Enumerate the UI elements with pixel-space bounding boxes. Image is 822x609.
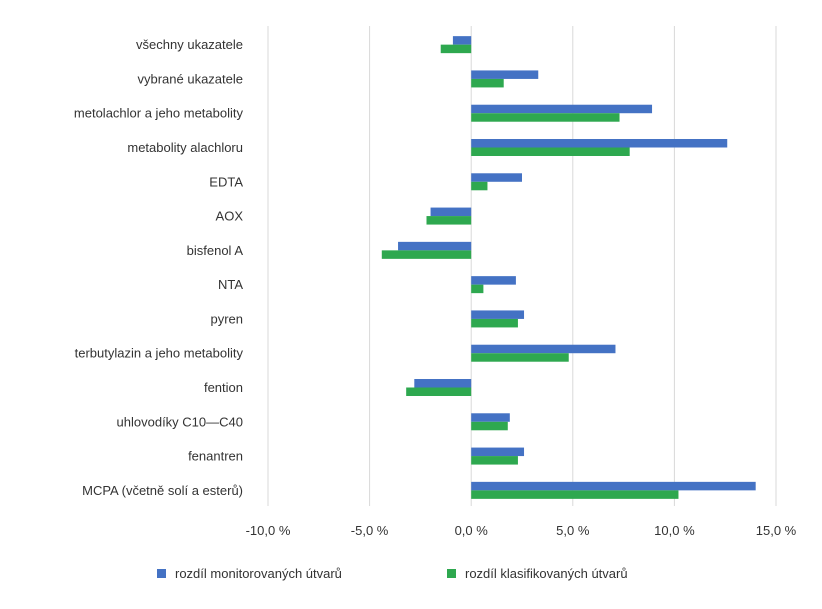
bar-monitored [471, 310, 525, 319]
category-label: pyren [210, 311, 243, 326]
bar-classified [471, 147, 630, 156]
x-tick-label: 5,0 % [556, 523, 590, 538]
bar-monitored [471, 70, 539, 79]
category-label: EDTA [209, 174, 243, 189]
bar-classified [471, 353, 569, 362]
x-tick-label: 0,0 % [455, 523, 489, 538]
bar-classified [381, 250, 472, 259]
legend-swatch-classified [447, 569, 456, 578]
category-label: metabolity alachloru [127, 140, 243, 155]
bar-classified [471, 284, 484, 294]
legend-item-classified: rozdíl klasifikovaných útvarů [447, 566, 628, 581]
category-label: terbutylazin a jeho metabolity [75, 346, 244, 361]
bar-classified [406, 387, 472, 396]
bar-monitored [471, 447, 525, 457]
bar-classified [471, 113, 620, 122]
bar-classified [426, 216, 472, 225]
bar-classified [471, 490, 679, 499]
bar-monitored [398, 241, 472, 251]
legend-label-monitored: rozdíl monitorovaných útvarů [175, 566, 342, 581]
x-tick-label: 15,0 % [756, 523, 797, 538]
bar-monitored [471, 481, 756, 491]
category-label: MCPA (včetně solí a esterů) [82, 483, 243, 498]
bar-monitored [471, 344, 616, 354]
legend-label-classified: rozdíl klasifikovaných útvarů [465, 566, 628, 581]
x-tick-label: -10,0 % [246, 523, 291, 538]
bar-classified [471, 318, 518, 328]
bar-monitored [430, 207, 472, 217]
bar-monitored [414, 379, 472, 388]
category-label: NTA [218, 277, 243, 292]
legend-swatch-monitored [157, 569, 166, 578]
category-label: vybrané ukazatele [137, 71, 243, 86]
category-label: fention [204, 380, 243, 395]
bar-classified [471, 456, 518, 465]
category-label: AOX [216, 209, 244, 224]
category-label: všechny ukazatele [136, 37, 243, 52]
bar-classified [471, 421, 508, 431]
bar-monitored [471, 173, 522, 182]
bar-monitored [471, 104, 653, 114]
bar-classified [440, 44, 472, 54]
category-label: fenantren [188, 449, 243, 464]
bar-monitored [452, 36, 472, 45]
category-label: uhlovodíky C10—C40 [117, 414, 243, 429]
legend-item-monitored: rozdíl monitorovaných útvarů [157, 566, 342, 581]
bar-classified [471, 78, 504, 88]
bar-monitored [471, 139, 728, 148]
x-tick-label: -5,0 % [351, 523, 389, 538]
bar-classified [471, 181, 488, 191]
category-label: metolachlor a jeho metabolity [74, 106, 244, 121]
category-label: bisfenol A [187, 243, 244, 258]
bar-monitored [471, 413, 510, 422]
x-tick-label: 10,0 % [654, 523, 695, 538]
bar-monitored [471, 276, 516, 285]
